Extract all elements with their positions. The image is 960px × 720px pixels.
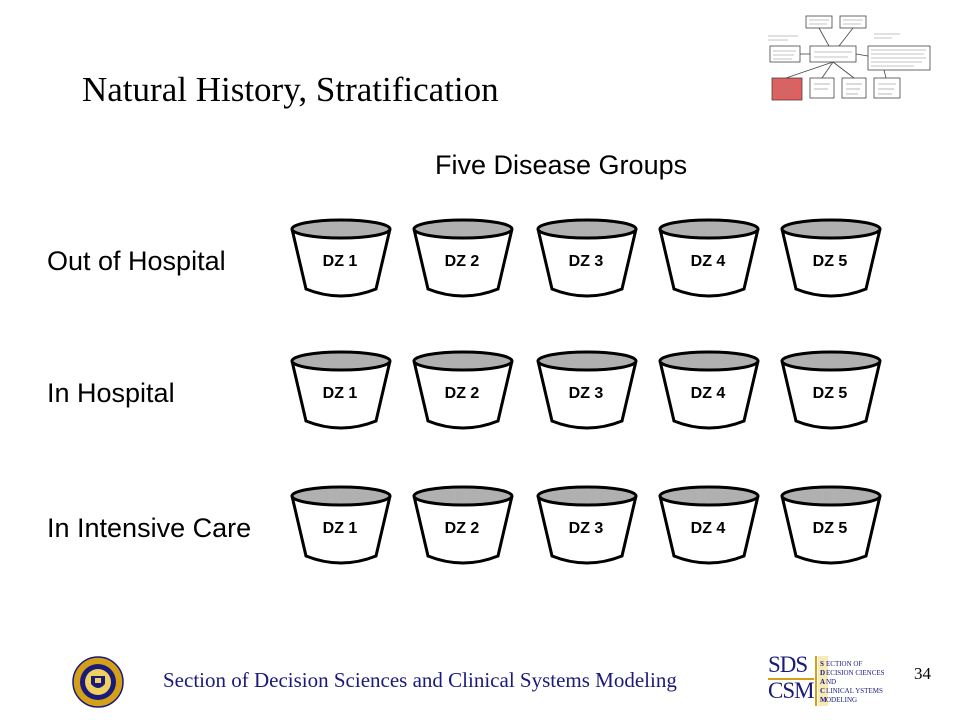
logo-word-2: ECISION CIENCES — [826, 669, 885, 677]
disease-bucket: DZ 4 — [656, 349, 774, 435]
disease-bucket: DZ 5 — [778, 217, 896, 303]
row-label-in-intensive-care: In Intensive Care — [47, 513, 252, 543]
disease-bucket: DZ 2 — [410, 217, 528, 303]
page-number: 34 — [914, 664, 931, 683]
disease-bucket: DZ 3 — [534, 349, 652, 435]
bucket-label: DZ 2 — [444, 385, 480, 402]
mini-diagram — [764, 12, 936, 104]
university-seal — [72, 656, 124, 708]
logo-csm-text: CSM — [768, 678, 815, 703]
row-label-in-hospital: In Hospital — [47, 378, 175, 408]
sds-csm-logo: SDS CSM S ECTION OF D ECISION CIENCES A … — [766, 650, 894, 708]
bucket-label: DZ 2 — [444, 520, 480, 537]
slide-title: Natural History, Stratification — [82, 70, 499, 109]
disease-bucket: DZ 4 — [656, 217, 774, 303]
bucket-label: DZ 3 — [568, 385, 604, 402]
disease-bucket: DZ 1 — [288, 349, 406, 435]
disease-bucket: DZ 5 — [778, 484, 896, 570]
logo-initial-3: A — [820, 678, 826, 686]
bucket-label: DZ 1 — [322, 385, 358, 402]
logo-initial-5: M — [820, 696, 827, 704]
bucket-label: DZ 4 — [690, 385, 726, 402]
disease-bucket: DZ 3 — [534, 484, 652, 570]
disease-bucket: DZ 5 — [778, 349, 896, 435]
bucket-label: DZ 1 — [322, 253, 358, 270]
bucket-label: DZ 3 — [568, 520, 604, 537]
logo-word-3: ND — [826, 678, 837, 686]
footer-text: Section of Decision Sciences and Clinica… — [163, 668, 677, 692]
row-label-out-of-hospital: Out of Hospital — [47, 246, 226, 276]
logo-word-1: ECTION OF — [826, 660, 863, 668]
disease-bucket: DZ 2 — [410, 349, 528, 435]
bucket-label: DZ 5 — [812, 385, 848, 402]
disease-bucket: DZ 2 — [410, 484, 528, 570]
bucket-label: DZ 1 — [322, 520, 358, 537]
disease-bucket: DZ 4 — [656, 484, 774, 570]
bucket-label: DZ 2 — [444, 253, 480, 270]
logo-sds-text: SDS — [768, 652, 808, 677]
logo-initial-2: D — [820, 669, 826, 677]
bucket-label: DZ 4 — [690, 520, 726, 537]
bucket-label: DZ 5 — [812, 253, 848, 270]
bucket-label: DZ 4 — [690, 253, 726, 270]
slide-subtitle: Five Disease Groups — [435, 150, 688, 180]
disease-bucket: DZ 1 — [288, 217, 406, 303]
logo-word-4: LINICAL YSTEMS — [826, 687, 883, 695]
logo-initial-1: S — [820, 660, 824, 668]
disease-bucket: DZ 1 — [288, 484, 406, 570]
bucket-label: DZ 5 — [812, 520, 848, 537]
disease-bucket: DZ 3 — [534, 217, 652, 303]
logo-word-5: ODELING — [826, 696, 858, 704]
bucket-label: DZ 3 — [568, 253, 604, 270]
logo-initial-4: C — [820, 687, 826, 695]
